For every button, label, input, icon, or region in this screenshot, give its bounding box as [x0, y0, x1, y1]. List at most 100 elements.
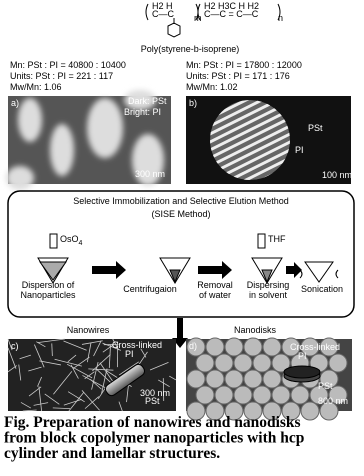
- disk: [309, 385, 329, 405]
- label: Cross-linked: [112, 340, 162, 350]
- fiber: [86, 342, 92, 363]
- fiber: [68, 391, 85, 412]
- label: d): [189, 341, 197, 351]
- disk: [224, 401, 244, 421]
- fiber: [7, 338, 13, 351]
- label: PI: [295, 145, 304, 155]
- label: 300 nm: [140, 388, 170, 398]
- disk: [224, 369, 244, 389]
- label: Dark: PSt: [128, 96, 167, 106]
- label: 800 nm: [318, 396, 348, 406]
- reagent: THF: [268, 234, 286, 244]
- nanowire-model: [105, 363, 145, 397]
- step-label: Removal: [197, 280, 233, 290]
- arrows: [92, 261, 302, 348]
- disk: [290, 385, 310, 405]
- stripe: [210, 111, 290, 165]
- disk: [252, 353, 272, 373]
- disk: [252, 385, 272, 405]
- label: Bright: PI: [124, 107, 161, 117]
- info-line: Units: PSt : PI = 221 : 117: [10, 71, 113, 81]
- step-label: Centrifugaion: [123, 284, 177, 294]
- disk: [319, 369, 339, 389]
- disk: [328, 353, 348, 373]
- fiber: [44, 393, 60, 405]
- label: PSt: [145, 396, 160, 406]
- disk: [205, 401, 225, 421]
- fiber: [84, 371, 95, 380]
- disk: [186, 401, 206, 421]
- disk: [205, 337, 225, 357]
- stripe: [210, 143, 290, 180]
- chemical-structure: [145, 3, 281, 38]
- fiber: [37, 338, 65, 344]
- label: 300 nm: [135, 169, 165, 179]
- label: PI: [125, 349, 134, 359]
- structure-text: H2 H: [152, 1, 173, 11]
- step-label: in solvent: [249, 290, 288, 300]
- fiber: [36, 341, 46, 348]
- info-line: Mn: PSt : PI = 17800 : 12000: [186, 60, 302, 70]
- label: a): [11, 98, 19, 108]
- fiber: [22, 409, 37, 412]
- step-label: Dispersion of: [22, 280, 75, 290]
- fiber: [38, 386, 42, 412]
- label: PSt: [318, 381, 333, 391]
- disk: [186, 337, 206, 357]
- fiber: [20, 402, 32, 409]
- fiber: [28, 366, 42, 372]
- fiber: [63, 340, 87, 351]
- structure-text: n: [278, 13, 283, 23]
- disk: [262, 369, 282, 389]
- fiber: [102, 344, 114, 353]
- caption: Fig. Preparation of nanowires and nanodi…: [4, 414, 304, 462]
- structure-text: C—C = C—C: [204, 9, 259, 19]
- disk: [195, 385, 215, 405]
- nanodisk-model: [283, 365, 321, 383]
- fiber: [149, 362, 169, 371]
- polymer-name: Poly(styrene-b-isoprene): [141, 44, 240, 54]
- domains: [6, 90, 164, 190]
- fiber: [112, 338, 120, 351]
- disk: [262, 401, 282, 421]
- label: PI: [298, 351, 307, 361]
- fiber: [93, 340, 102, 357]
- reagent: OsO4: [60, 234, 83, 247]
- disk: [243, 337, 263, 357]
- fiber: [54, 358, 82, 367]
- structure-text: m: [194, 13, 202, 23]
- fiber: [67, 354, 77, 363]
- method-title: Selective Immobilization and Selective E…: [73, 196, 289, 206]
- info-line: Units: PSt : PI = 171 : 176: [186, 71, 290, 81]
- step-label: Dispersing: [247, 280, 290, 290]
- fiber: [126, 384, 129, 403]
- fiber: [7, 347, 17, 369]
- disk: [328, 385, 348, 405]
- micrograph: [8, 339, 176, 411]
- step-label: Nanoparticles: [20, 290, 76, 300]
- fiber: [168, 375, 177, 381]
- fiber: [72, 356, 90, 370]
- label: b): [189, 98, 197, 108]
- fiber: [81, 340, 103, 345]
- stripe: [210, 100, 290, 133]
- disk: [214, 353, 234, 373]
- caption-line: Fig. Preparation of nanowires and nanodi…: [4, 414, 301, 431]
- disk: [195, 353, 215, 373]
- label: Cross-linked: [290, 342, 340, 352]
- disks: [186, 337, 348, 421]
- label: 100 nm: [322, 170, 352, 180]
- fiber: [108, 344, 111, 368]
- stripe: [210, 100, 290, 141]
- fiber: [97, 387, 106, 400]
- fiber: [39, 360, 62, 366]
- fiber: [53, 371, 73, 395]
- structure-text: C—C: [152, 9, 174, 19]
- fiber: [92, 354, 111, 372]
- disk: [186, 369, 206, 389]
- fiber: [19, 354, 31, 360]
